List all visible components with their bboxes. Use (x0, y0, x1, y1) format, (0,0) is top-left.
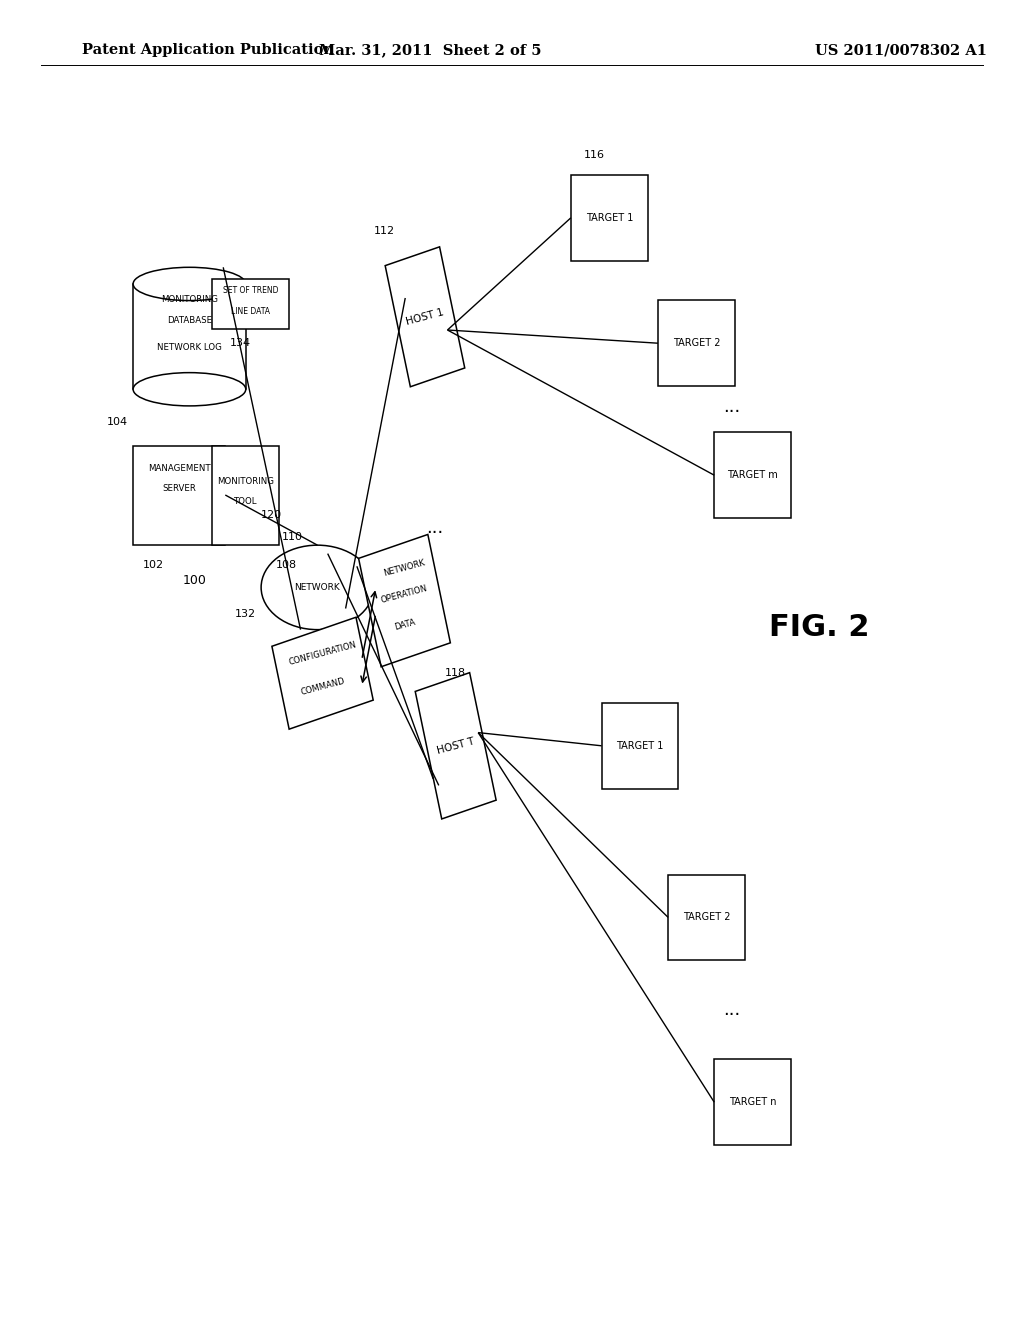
FancyBboxPatch shape (272, 618, 373, 729)
Text: NETWORK: NETWORK (383, 558, 426, 577)
FancyBboxPatch shape (213, 446, 279, 544)
Text: ...: ... (427, 519, 443, 537)
Text: LINE DATA: LINE DATA (231, 308, 270, 315)
FancyBboxPatch shape (602, 704, 678, 789)
Text: 108: 108 (276, 560, 297, 570)
Text: MONITORING: MONITORING (161, 296, 218, 304)
Text: ...: ... (724, 1001, 740, 1019)
Text: OPERATION: OPERATION (380, 583, 429, 605)
Text: TOOL: TOOL (234, 498, 257, 506)
Text: NETWORK: NETWORK (295, 583, 340, 591)
Text: MONITORING: MONITORING (217, 478, 274, 486)
Ellipse shape (133, 372, 246, 407)
Text: DATABASE: DATABASE (167, 317, 212, 325)
Text: CONFIGURATION: CONFIGURATION (288, 640, 357, 667)
Text: SET OF TREND: SET OF TREND (223, 286, 279, 294)
Text: 120: 120 (261, 510, 282, 520)
FancyBboxPatch shape (133, 284, 246, 389)
Text: US 2011/0078302 A1: US 2011/0078302 A1 (815, 44, 987, 57)
Text: 104: 104 (108, 417, 128, 428)
FancyBboxPatch shape (358, 535, 451, 667)
FancyBboxPatch shape (133, 446, 225, 544)
Text: 100: 100 (182, 574, 207, 587)
FancyBboxPatch shape (715, 1059, 791, 1144)
Ellipse shape (261, 545, 374, 630)
FancyBboxPatch shape (715, 432, 791, 517)
Text: MANAGEMENT: MANAGEMENT (147, 465, 211, 473)
Text: TARGET 1: TARGET 1 (586, 213, 633, 223)
Text: TARGET 2: TARGET 2 (683, 912, 730, 923)
Text: NETWORK LOG: NETWORK LOG (157, 343, 222, 351)
Text: HOST T: HOST T (436, 737, 475, 755)
Text: DATA: DATA (393, 618, 416, 631)
FancyBboxPatch shape (385, 247, 465, 387)
Text: FIG. 2: FIG. 2 (769, 612, 869, 642)
Text: 110: 110 (282, 532, 302, 543)
Text: ...: ... (724, 397, 740, 416)
Text: 102: 102 (143, 560, 164, 570)
FancyBboxPatch shape (668, 875, 744, 961)
FancyBboxPatch shape (658, 301, 735, 385)
Text: Mar. 31, 2011  Sheet 2 of 5: Mar. 31, 2011 Sheet 2 of 5 (318, 44, 542, 57)
Ellipse shape (133, 267, 246, 301)
Text: TARGET m: TARGET m (727, 470, 778, 480)
Text: SERVER: SERVER (162, 484, 197, 492)
Text: COMMAND: COMMAND (299, 676, 346, 697)
Text: TARGET 1: TARGET 1 (616, 741, 664, 751)
FancyBboxPatch shape (571, 176, 647, 261)
Text: 112: 112 (374, 226, 394, 236)
Text: TARGET 2: TARGET 2 (673, 338, 720, 348)
Text: 132: 132 (236, 609, 256, 619)
Text: 118: 118 (445, 668, 466, 678)
Text: TARGET n: TARGET n (729, 1097, 776, 1107)
Text: 116: 116 (584, 150, 604, 160)
Text: Patent Application Publication: Patent Application Publication (82, 44, 334, 57)
FancyBboxPatch shape (415, 673, 497, 818)
Text: 134: 134 (230, 338, 251, 348)
Text: HOST 1: HOST 1 (404, 308, 445, 326)
FancyBboxPatch shape (213, 279, 289, 329)
